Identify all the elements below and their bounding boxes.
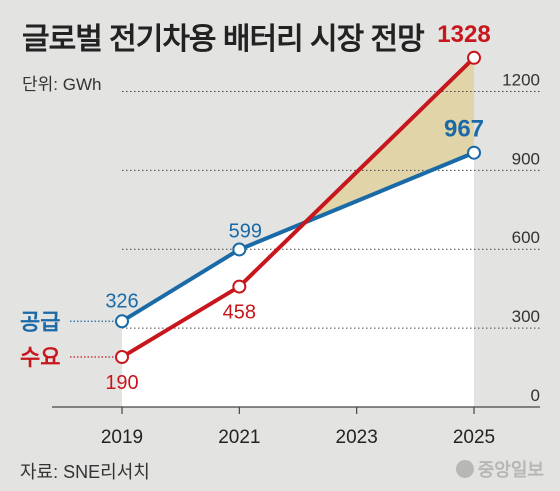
y-tick-label: 1200	[502, 70, 540, 89]
supply-series-label: 공급	[20, 309, 60, 334]
x-tick-label: 2021	[218, 427, 260, 448]
y-tick-label: 300	[512, 307, 540, 326]
demand-point	[467, 50, 481, 65]
logo-text: 중앙일보	[477, 460, 544, 480]
y-tick-label: 900	[512, 149, 540, 168]
x-tick-label: 2019	[101, 427, 143, 448]
source-label: 자료: SNE리서치	[20, 462, 150, 482]
supply-data-label: 967	[444, 116, 484, 143]
supply-data-label: 599	[229, 220, 262, 242]
demand-data-label: 190	[105, 372, 138, 394]
supply-data-label: 326	[105, 290, 138, 312]
y-tick-label: 0	[531, 386, 540, 405]
logo-icon	[455, 460, 474, 478]
demand-point	[115, 350, 129, 365]
y-tick-label: 600	[512, 228, 540, 247]
x-tick-label: 2023	[336, 427, 378, 448]
demand-series-label: 수요	[20, 345, 60, 370]
demand-point	[232, 279, 247, 294]
unit-label: 단위: GWh	[22, 75, 102, 94]
publisher-logo: 중앙일보	[455, 456, 544, 482]
x-tick-label: 2025	[453, 427, 495, 448]
demand-data-label: 1328	[437, 21, 490, 48]
supply-point	[467, 145, 481, 160]
supply-point	[232, 242, 247, 257]
demand-data-label: 458	[223, 302, 256, 324]
supply-point	[115, 314, 129, 329]
chart-title: 글로벌 전기차용 배터리 시장 전망	[22, 23, 425, 56]
